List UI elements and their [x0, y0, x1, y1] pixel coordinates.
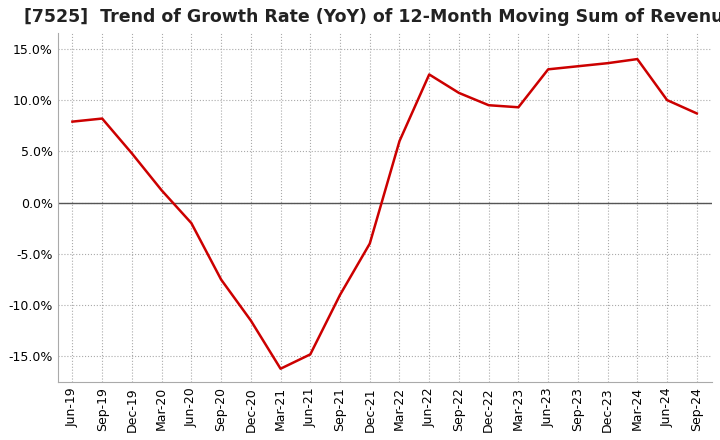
Title: [7525]  Trend of Growth Rate (YoY) of 12-Month Moving Sum of Revenues: [7525] Trend of Growth Rate (YoY) of 12-…: [24, 8, 720, 26]
